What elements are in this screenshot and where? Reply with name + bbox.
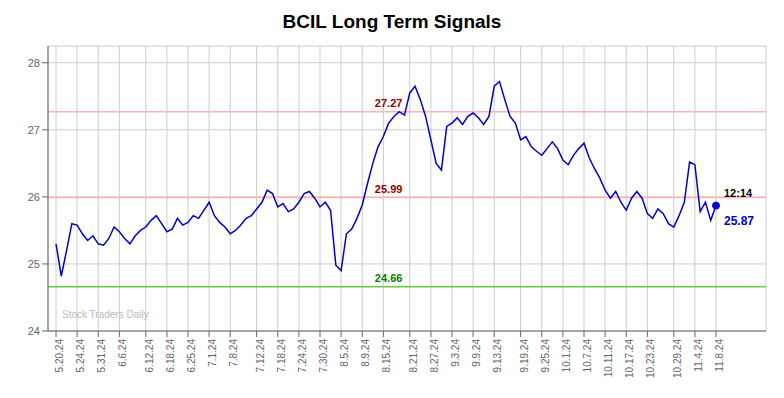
svg-text:25.99: 25.99 <box>375 183 403 195</box>
svg-text:11.4.24: 11.4.24 <box>693 339 704 372</box>
svg-text:10.1.24: 10.1.24 <box>561 339 572 373</box>
svg-text:10.7.24: 10.7.24 <box>582 339 593 373</box>
svg-text:6.12.24: 6.12.24 <box>144 339 155 373</box>
svg-text:6.6.24: 6.6.24 <box>117 339 128 367</box>
svg-text:6.25.24: 6.25.24 <box>186 339 197 373</box>
svg-text:25: 25 <box>28 258 40 270</box>
svg-text:7.12.24: 7.12.24 <box>255 339 266 373</box>
svg-text:5.20.24: 5.20.24 <box>54 339 65 373</box>
svg-text:12:14: 12:14 <box>724 187 753 199</box>
svg-text:8.5.24: 8.5.24 <box>339 339 350 367</box>
svg-text:7.8.24: 7.8.24 <box>228 339 239 367</box>
svg-text:26: 26 <box>28 191 40 203</box>
svg-text:6.18.24: 6.18.24 <box>165 339 176 373</box>
html-text:Stock Traders Daily: Stock Traders Daily <box>62 309 149 320</box>
svg-text:7.1.24: 7.1.24 <box>207 339 218 367</box>
svg-text:7.30.24: 7.30.24 <box>318 339 329 373</box>
svg-text:5.31.24: 5.31.24 <box>96 339 107 373</box>
svg-text:8.9.24: 8.9.24 <box>360 339 371 367</box>
svg-text:24: 24 <box>28 325 40 337</box>
svg-text:7.18.24: 7.18.24 <box>276 339 287 373</box>
svg-text:9.19.24: 9.19.24 <box>519 339 530 373</box>
svg-text:9.13.24: 9.13.24 <box>492 339 503 373</box>
svg-text:27: 27 <box>28 124 40 136</box>
svg-text:10.17.24: 10.17.24 <box>624 339 635 378</box>
svg-text:8.27.24: 8.27.24 <box>429 339 440 373</box>
svg-text:25.87: 25.87 <box>724 214 754 228</box>
svg-text:27.27: 27.27 <box>375 97 403 109</box>
svg-text:10.23.24: 10.23.24 <box>645 339 656 378</box>
svg-text:10.11.24: 10.11.24 <box>603 339 614 378</box>
html-text:BCIL Long Term Signals: BCIL Long Term Signals <box>282 11 502 32</box>
svg-text:5.24.24: 5.24.24 <box>75 339 86 373</box>
svg-text:7.24.24: 7.24.24 <box>297 339 308 373</box>
svg-text:8.15.24: 8.15.24 <box>381 339 392 373</box>
svg-text:10.29.24: 10.29.24 <box>672 339 683 378</box>
svg-text:28: 28 <box>28 57 40 69</box>
svg-text:9.9.24: 9.9.24 <box>471 339 482 367</box>
svg-text:9.25.24: 9.25.24 <box>540 339 551 373</box>
svg-text:8.21.24: 8.21.24 <box>408 339 419 373</box>
svg-text:11.8.24: 11.8.24 <box>714 339 725 372</box>
svg-text:9.3.24: 9.3.24 <box>450 339 461 367</box>
svg-text:24.66: 24.66 <box>375 272 403 284</box>
